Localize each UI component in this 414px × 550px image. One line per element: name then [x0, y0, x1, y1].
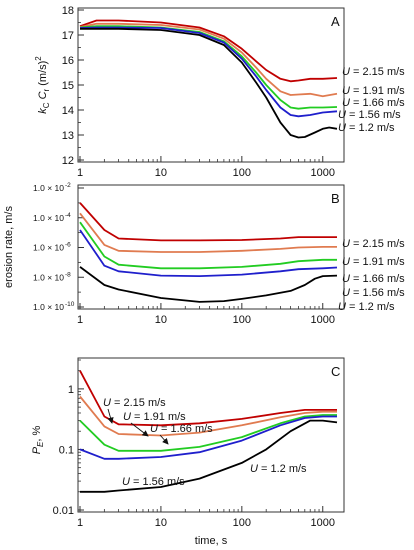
x-tick-label: 100	[233, 314, 251, 326]
series-line	[79, 415, 337, 460]
series-line	[79, 26, 338, 118]
series-label: U = 1.66 m/s	[150, 423, 213, 435]
series-line	[79, 266, 338, 303]
annotation-arrow	[159, 434, 169, 445]
x-tick-label: 1	[77, 167, 83, 179]
x-tick-label: 1	[77, 314, 83, 326]
x-tick-label: 100	[233, 517, 251, 529]
x-tick-label: 10	[155, 167, 167, 179]
series-label: U = 1.56 m/s	[122, 476, 185, 488]
panel-c-xlabel: time, s	[195, 535, 228, 547]
panel-c-ylabel: PE, %	[31, 425, 45, 454]
panel-a-series	[79, 19, 338, 139]
y-tick-exponent: -2	[65, 182, 71, 189]
y-tick-exponent: -6	[65, 242, 71, 249]
series-label: U = 1.56 m/s	[342, 287, 405, 299]
y-tick-label: 1	[68, 384, 74, 396]
x-tick-label: 1	[77, 517, 83, 529]
panel-a-y-ticks: 12 13 14 15 16 17 18	[62, 5, 84, 167]
series-line	[79, 19, 338, 83]
y-tick-label: 1.0 × 10	[33, 302, 64, 312]
series-line	[79, 414, 337, 452]
series-line	[79, 22, 338, 98]
y-tick-label: 14	[62, 105, 74, 117]
x-tick-label: 1000	[311, 314, 335, 326]
panel-c-x-ticks: 1 10 100 1000	[77, 506, 335, 529]
annotation-arrow	[130, 422, 149, 437]
series-label: U = 1.66 m/s	[342, 97, 405, 109]
series-line	[80, 419, 338, 493]
panel-b: B erosion rate, m/s 1.0 × 10 -101.0 × 10-…	[3, 182, 405, 326]
y-tick-label: 16	[62, 55, 74, 67]
series-label: U = 2.15 m/s	[103, 397, 166, 409]
x-tick-label: 1000	[311, 517, 335, 529]
y-tick-label: 17	[62, 30, 74, 42]
series-line	[80, 27, 338, 139]
series-label: U = 1.2 m/s	[250, 463, 307, 475]
panel-a: A kC Cr (m/s)2 12 13 14 15 16 17 18 1 10 100 1000…	[34, 5, 405, 179]
series-label: U = 1.91 m/s	[123, 411, 186, 423]
series-line	[79, 202, 337, 242]
y-tick-label: 0.01	[53, 505, 74, 517]
series-line	[79, 221, 337, 270]
y-tick-exponent: -4	[65, 212, 71, 219]
x-tick-label: 1000	[311, 167, 335, 179]
y-tick-label: 0.1	[59, 444, 74, 456]
series-label: U = 1.2 m/s	[338, 301, 395, 313]
y-tick-label: 1.0 × 10	[33, 213, 64, 223]
y-tick-exponent: -8	[65, 271, 71, 278]
series-label: U = 1.91 m/s	[342, 256, 405, 268]
panel-c-letter: C	[331, 364, 340, 379]
series-label: U = 1.56 m/s	[338, 109, 401, 121]
panel-a-series-labels: U = 2.15 m/sU = 1.91 m/sU = 1.66 m/sU = …	[338, 66, 405, 134]
y-tick-label: 1.0 × 10	[33, 183, 64, 193]
panel-c: C PE, % time, s 0.01 0.1 1 1 10 100 1000 U = …	[31, 357, 345, 547]
panel-a-ylabel: kC Cr (m/s)2	[34, 56, 51, 114]
panel-b-letter: B	[331, 191, 340, 206]
panel-b-series	[79, 202, 338, 303]
y-tick-label: 15	[62, 80, 74, 92]
series-label: U = 2.15 m/s	[342, 66, 405, 78]
y-tick-label: 1.0 × 10	[33, 272, 64, 282]
y-tick-label: 12	[62, 155, 74, 167]
series-line	[79, 25, 338, 110]
panel-b-x-ticks: 1 10 100 1000	[77, 303, 335, 326]
x-tick-label: 100	[233, 167, 251, 179]
series-line	[79, 229, 338, 278]
panel-a-letter: A	[331, 14, 340, 29]
series-label: U = 1.66 m/s	[342, 273, 405, 285]
series-line	[79, 395, 337, 437]
x-tick-label: 10	[155, 314, 167, 326]
series-label: U = 1.91 m/s	[342, 85, 405, 97]
x-tick-label: 10	[155, 517, 167, 529]
panel-c-frame	[77, 357, 345, 513]
panel-c-y-ticks: 0.01 0.1 1	[53, 359, 84, 517]
panel-a-x-ticks: 1 10 100 1000	[77, 156, 335, 179]
panel-b-series-labels: U = 2.15 m/s U = 1.91 m/s U = 1.66 m/s U = …	[338, 238, 405, 313]
annotation-arrow	[107, 408, 114, 424]
series-line	[79, 212, 337, 253]
series-label: U = 1.2 m/s	[338, 122, 395, 134]
y-tick-label: 18	[62, 5, 74, 17]
y-tick-label: 1.0 × 10	[33, 243, 64, 253]
panel-c-annotations: U = 2.15 m/s U = 1.91 m/sU = 1.66 m/s U = …	[103, 397, 307, 488]
series-label: U = 2.15 m/s	[342, 238, 405, 250]
y-tick-exponent: -10	[65, 301, 75, 308]
y-tick-label: 13	[62, 130, 74, 142]
panel-b-ylabel: erosion rate, m/s	[3, 206, 15, 288]
